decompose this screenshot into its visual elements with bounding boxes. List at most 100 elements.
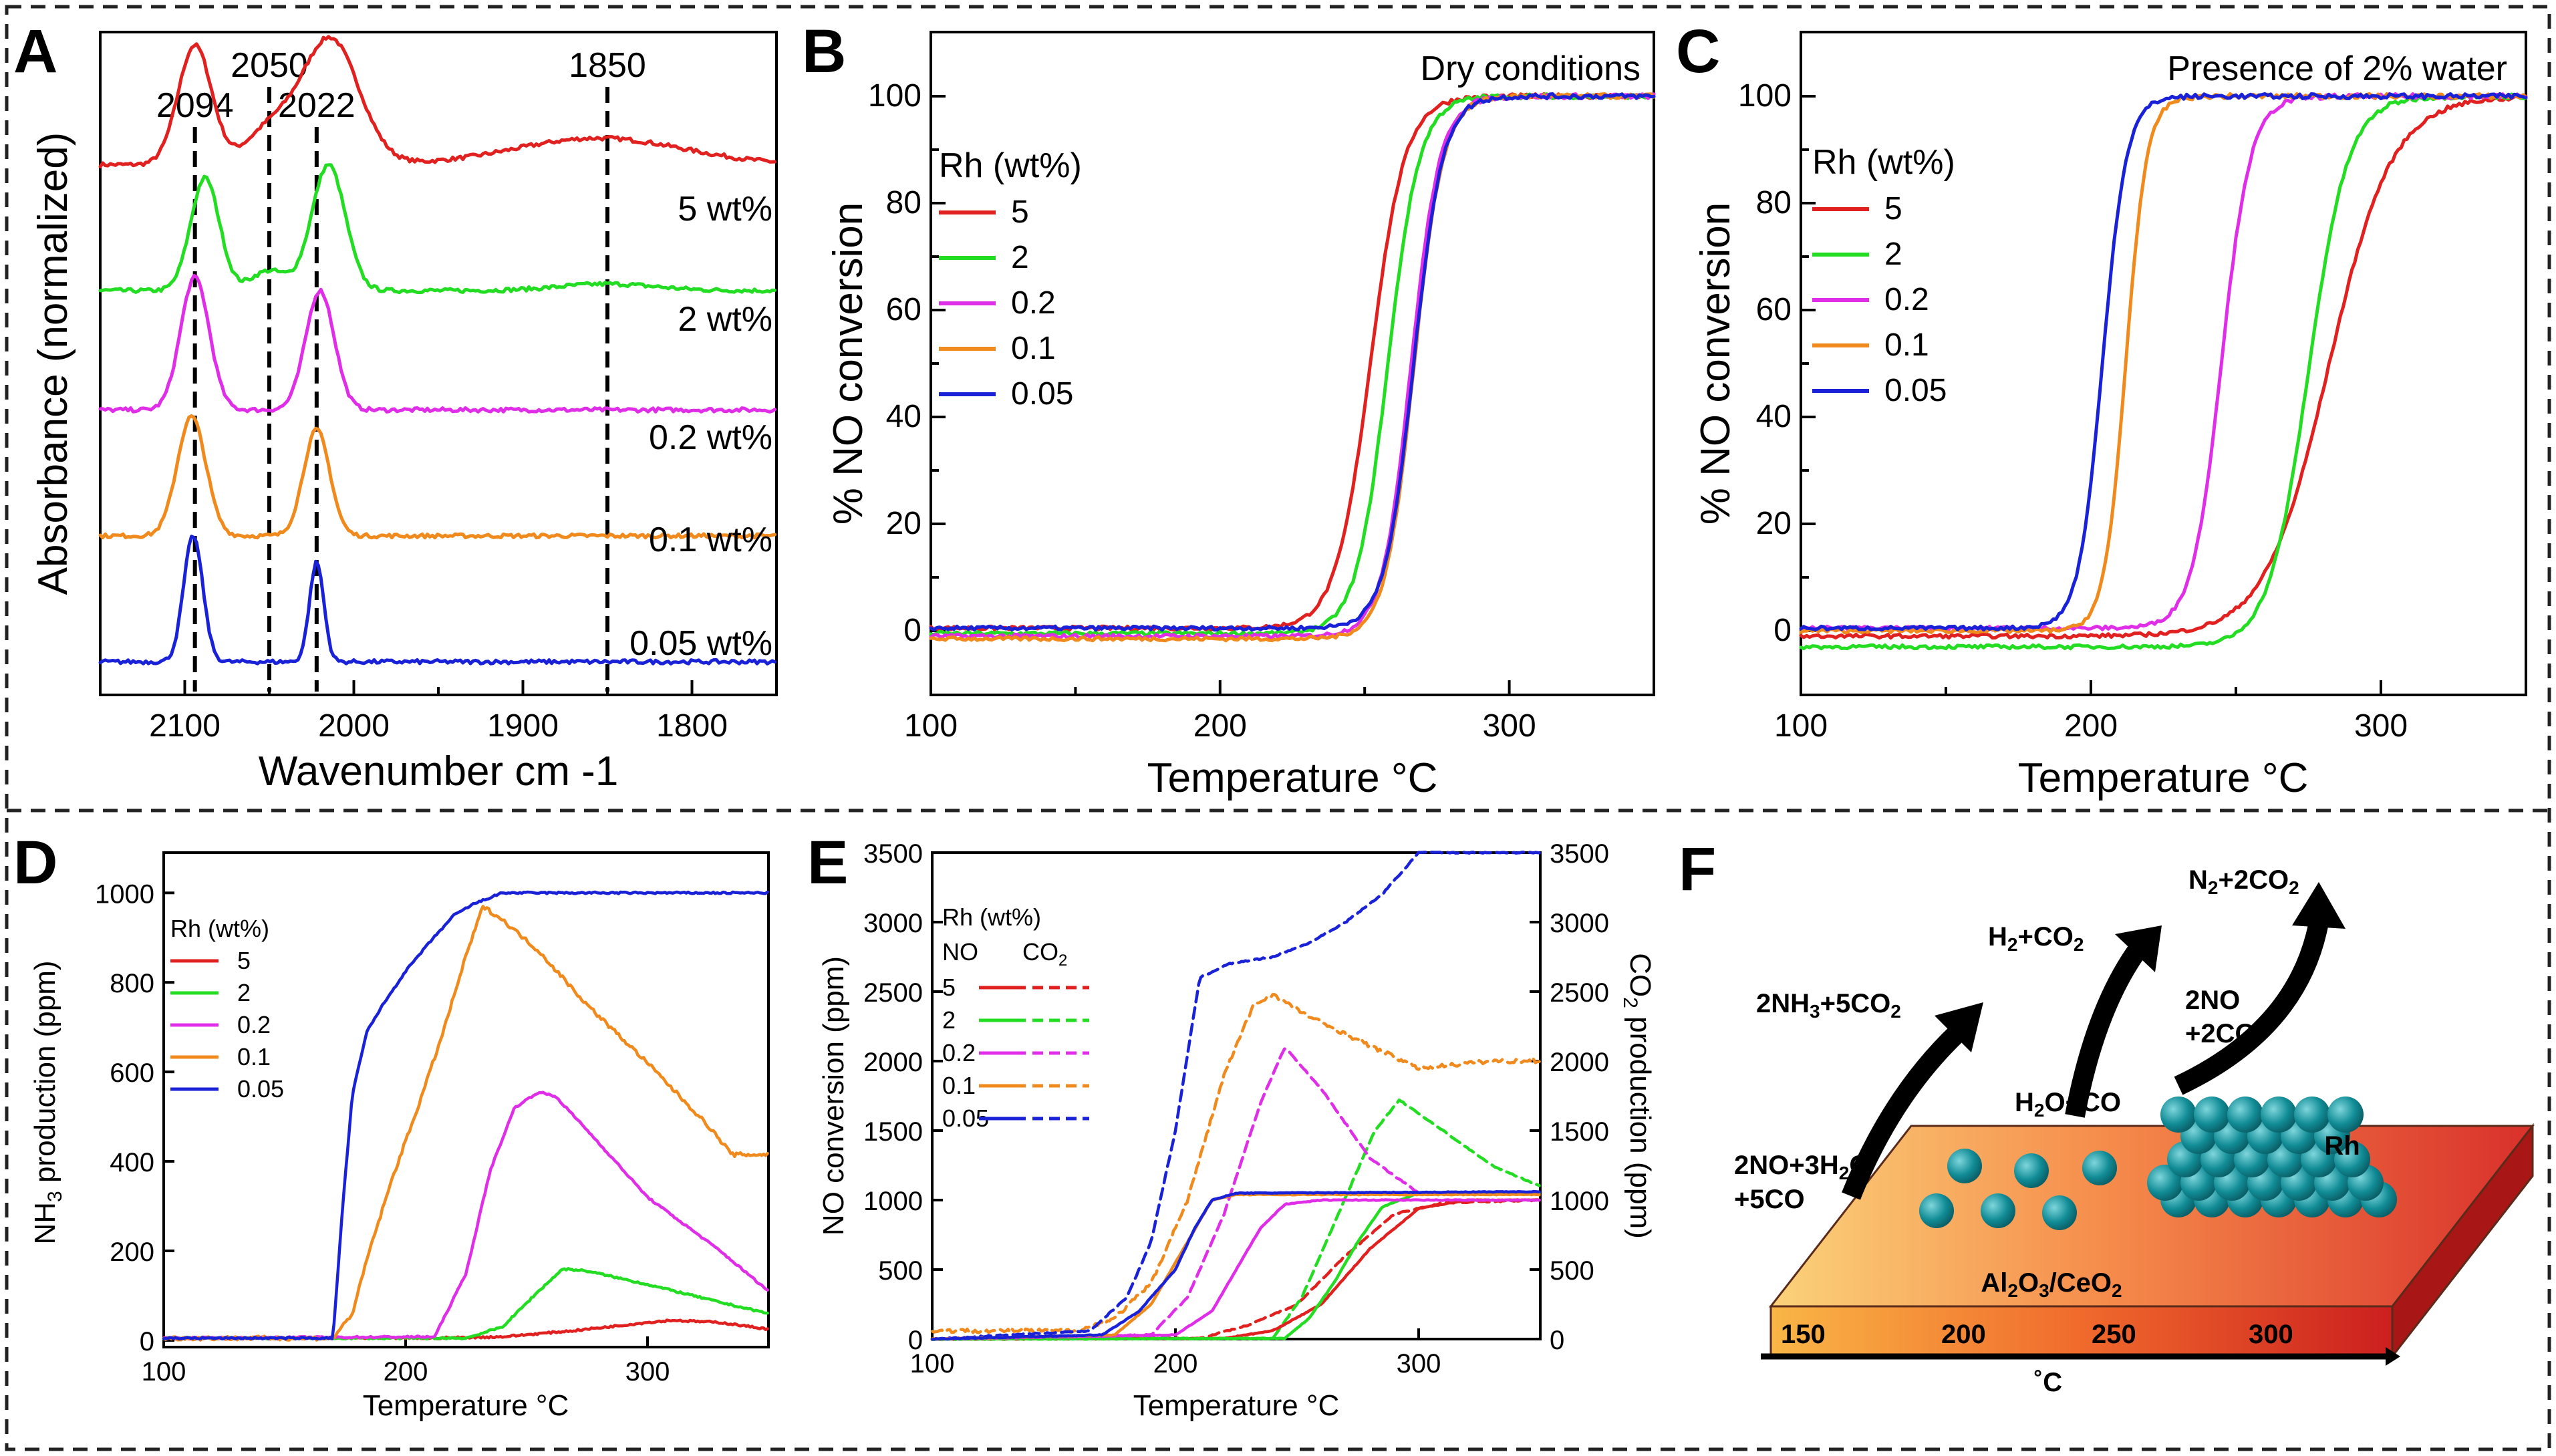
rh-atom (1919, 1193, 1954, 1228)
panel-a-ylabel: Absorbance (normalized) (30, 132, 76, 595)
y-tick-label: 1000 (95, 879, 154, 909)
x-tick-label: 300 (1397, 1349, 1441, 1378)
y-tick-label: 0 (140, 1327, 154, 1356)
y-right-tick-label: 2500 (1550, 978, 1609, 1008)
y-tick-label: 60 (1756, 292, 1792, 327)
label-no-h2o: 2NO+3H2O (1734, 1151, 1870, 1183)
temperature-tick-label: 250 (2092, 1320, 2136, 1349)
temperature-axis-arrowhead (2386, 1347, 2400, 1366)
panel-c-axes (1800, 31, 2527, 696)
x-tick-label: 2000 (318, 708, 390, 744)
x-tick-label: 200 (1153, 1349, 1198, 1378)
temperature-tick-label: 150 (1781, 1320, 1826, 1349)
panel-a-series: 5 wt% 2 wt% 0.2 wt% 0.1 wt% 0.05 wt% (98, 35, 776, 666)
temperature-axis-ticks: 150 200 250 300 (1781, 1320, 2293, 1349)
y-tick-label: 500 (878, 1256, 923, 1286)
panel-d: D 100 200 300 0 200 400 600 800 1000 Rh (wt%) 5 2 0… (13, 829, 770, 1422)
label-n2: N2+2CO2 (2188, 865, 2299, 898)
no-curve-2 (930, 1191, 1541, 1341)
y-tick-label: 800 (110, 969, 154, 998)
spectrum-label: 5 wt% (678, 190, 772, 229)
panel-d-axes (162, 851, 770, 1348)
rh-atom (2014, 1153, 2049, 1188)
x-tick-label: 300 (2354, 708, 2408, 744)
temperature-tick-label: 300 (2249, 1320, 2293, 1349)
panel-e-xlabel: Temperature °C (1133, 1389, 1340, 1422)
y-tick-label: 200 (110, 1237, 154, 1267)
panel-b-series (929, 92, 1656, 643)
y-tick-label: 40 (886, 399, 921, 434)
legend-col-no: NO (942, 938, 978, 966)
y-tick-label: 2000 (863, 1048, 923, 1077)
panel-d-xlabel: Temperature °C (363, 1389, 569, 1422)
y-tick-label: 20 (886, 506, 921, 541)
x-tick-label: 300 (625, 1357, 670, 1387)
y-tick-label: 600 (110, 1058, 154, 1088)
y-right-tick-label: 3000 (1550, 909, 1609, 938)
arrow-h2 (2065, 943, 2147, 1118)
y-right-tick-label: 1000 (1550, 1187, 1609, 1216)
legend-label: 0.2 (942, 1039, 976, 1066)
label-2no: 2NO (2185, 986, 2240, 1015)
nh3-curve-2 (162, 1267, 769, 1341)
legend-label: 0.2 (1884, 282, 1929, 317)
conversion-curve-5 (1799, 93, 2528, 640)
legend-label: 5 (237, 947, 251, 974)
spectrum-0.05 (98, 535, 776, 666)
x-tick-label: 100 (142, 1357, 186, 1387)
spectrum-0.1 (98, 414, 776, 540)
nh3-curve-0.2 (162, 1090, 769, 1340)
temperature-tick-label: 200 (1941, 1320, 1986, 1349)
y-tick-label: 1500 (863, 1117, 923, 1147)
y-right-tick-label: 500 (1550, 1256, 1594, 1286)
y-tick-label: 0 (903, 613, 921, 648)
co2-curve-0.05 (930, 851, 1541, 1341)
y-tick-label: 100 (1738, 78, 1792, 114)
panel-e-ticks: 100 200 3000500100015002000250030003500050… (863, 839, 1609, 1378)
no-curve-0.2 (930, 1198, 1541, 1341)
panel-d-ticks: 100 200 300 0 200 400 600 800 1000 (95, 879, 670, 1387)
legend-title: Rh (wt%) (1812, 143, 1955, 182)
label-h2o-co: H2O+CO (2015, 1088, 2121, 1121)
legend-label: 5 (1884, 191, 1902, 227)
conversion-curve-0.05 (1799, 92, 2528, 632)
rh-atom (1947, 1149, 1982, 1183)
y-tick-label: 100 (868, 78, 921, 114)
y-tick-label: 40 (1756, 399, 1792, 434)
legend-label: 0.05 (1884, 373, 1947, 408)
temperature-axis-unit: ˚C (2034, 1368, 2062, 1397)
y-right-tick-label: 3500 (1550, 839, 1609, 869)
y-right-tick-label: 2000 (1550, 1048, 1609, 1077)
panel-e-ylabel-right: CO2 production (ppm) (1619, 953, 1657, 1239)
arrow-n2-head (2292, 882, 2346, 929)
rh-cluster-atom (2334, 1141, 2370, 1177)
support-label: Al2O3/CeO2 (1981, 1268, 2122, 1301)
x-tick-label: 100 (904, 708, 958, 744)
label-2co: +2CO (2185, 1019, 2256, 1048)
panel-d-series (162, 890, 769, 1342)
x-tick-label: 2100 (149, 708, 221, 744)
legend-label: 2 (942, 1006, 956, 1034)
rh-cluster-atom (2147, 1165, 2183, 1201)
panel-a-ticks: 2100 2000 1900 1800 (149, 680, 778, 744)
y-tick-label: 400 (110, 1148, 154, 1177)
rh-cluster-atom (2227, 1097, 2263, 1133)
arrow-nh3 (1842, 1025, 1965, 1200)
arrow-h2-head (2115, 925, 2162, 972)
spectrum-label: 0.05 wt% (629, 624, 772, 663)
panel-b-ticks: 100 200 300 0 20 40 60 80 100 (868, 78, 1536, 744)
y-tick-label: 3500 (863, 839, 923, 869)
x-tick-label: 100 (1774, 708, 1828, 744)
legend-label: 5 (1011, 194, 1029, 230)
y-tick-label: 60 (886, 292, 921, 327)
spectrum-label: 2 wt% (678, 300, 772, 339)
rh-cluster-atom (2261, 1097, 2297, 1133)
panel-b-ylabel: % NO conversion (825, 202, 871, 525)
rh-cluster-atom (2160, 1097, 2196, 1133)
y-right-tick-label: 1500 (1550, 1117, 1609, 1147)
panel-c: C 100 200 300 0 20 40 60 80 100 Presence of 2% w… (1676, 17, 2528, 801)
co2-curve-0.1 (930, 993, 1541, 1334)
